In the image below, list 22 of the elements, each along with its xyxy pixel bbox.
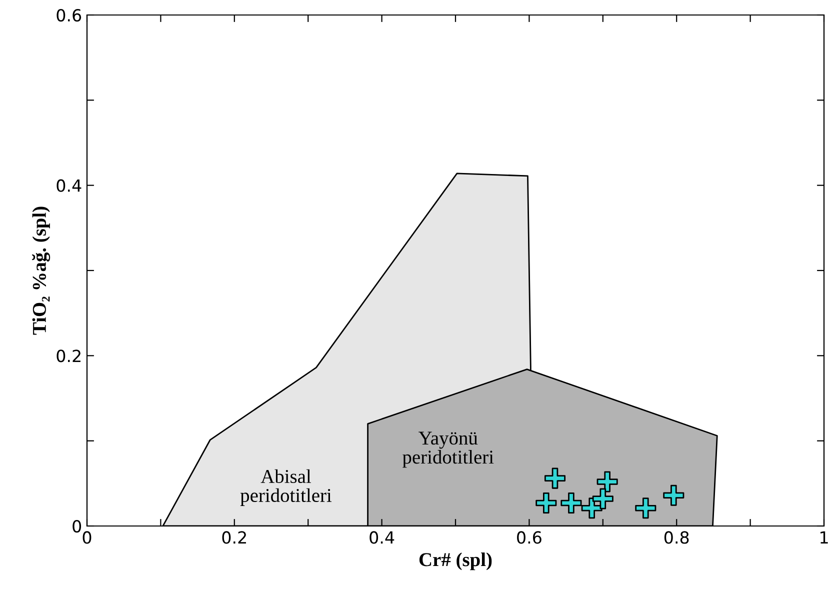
annotation: Abisal peridotitleri — [240, 469, 332, 506]
y-tick-label: 0.4 — [56, 179, 82, 192]
point — [592, 488, 614, 510]
x-tick-label: 0 — [82, 531, 92, 544]
point — [536, 492, 557, 514]
y-tick-label: 0.6 — [56, 8, 82, 22]
point — [596, 471, 618, 492]
annotation: Yayönü peridotitleri — [402, 432, 494, 468]
point — [581, 498, 602, 519]
point — [544, 468, 566, 489]
x-axis-title: Cr# (spl) — [419, 552, 492, 570]
x-tick-label: 0.8 — [664, 531, 689, 544]
y-tick-label: 0 — [72, 520, 82, 533]
y-tick-label: 0.2 — [56, 350, 80, 362]
x-tick-label: 0.4 — [370, 531, 394, 544]
point — [635, 498, 656, 519]
point — [560, 492, 582, 514]
x-tick-label: 0.2 — [222, 531, 246, 544]
x-tick-label: 1 — [820, 531, 828, 544]
x-tick-label: 0.6 — [517, 531, 542, 544]
y-axis-title: TiO₂ %ağ. (spl) — [32, 206, 50, 335]
point — [663, 484, 684, 506]
